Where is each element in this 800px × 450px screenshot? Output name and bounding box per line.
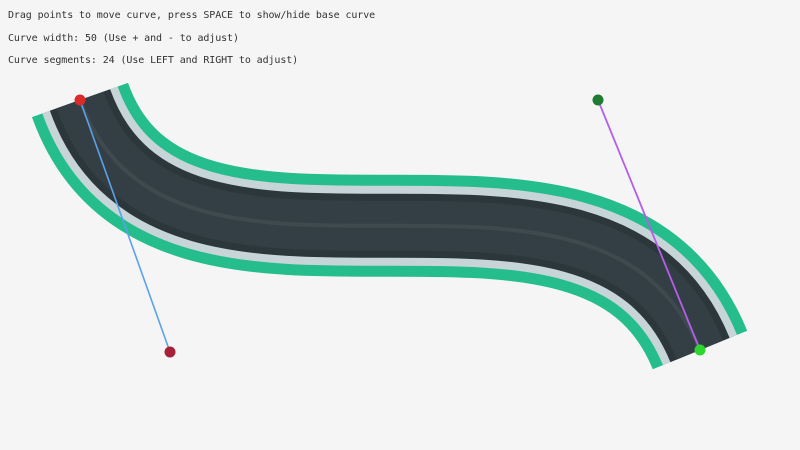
road-layer-center-line xyxy=(78,99,702,351)
control-point-end-anchor[interactable] xyxy=(694,344,706,356)
control-point-end-control[interactable] xyxy=(592,94,604,106)
end-handle-line xyxy=(597,99,701,351)
control-point-start-control[interactable] xyxy=(164,346,176,358)
control-point-start-anchor[interactable] xyxy=(74,94,86,106)
start-handle-line xyxy=(79,99,171,353)
